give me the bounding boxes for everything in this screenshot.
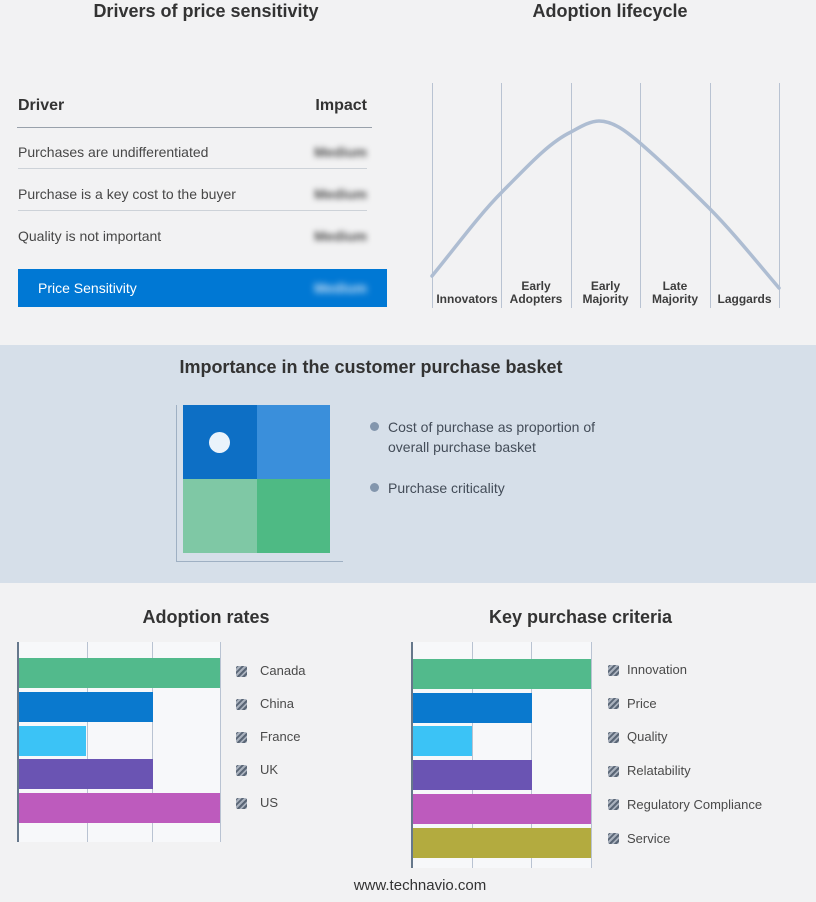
y-axis (17, 642, 19, 842)
lifecycle-title: Adoption lifecycle (532, 1, 688, 21)
lifecycle-label-late-majority: Late Majority (651, 279, 699, 306)
bar-price (413, 692, 532, 723)
legend-swatch-france (236, 731, 247, 743)
impact-column-header: Impact (315, 97, 367, 114)
segment-divider (501, 83, 502, 308)
quadrant-y-axis (176, 405, 177, 562)
legend-swatch-china (236, 698, 247, 710)
legend-label-canada: Canada (260, 663, 306, 678)
lifecycle-label-early-majority: Early Majority (582, 279, 629, 306)
legend-label-service: Service (627, 830, 671, 846)
quadrant-bottom-left (183, 479, 257, 553)
segment-divider (779, 83, 780, 308)
driver-row-purchases-are-undifferentiated: Purchases are undifferentiated Medium (18, 127, 367, 169)
price-sensitivity-highlight-row: Price Sensitivity Medium (18, 269, 387, 307)
bar-service (413, 827, 591, 858)
segment-divider (640, 83, 641, 308)
x-gridline (220, 642, 221, 842)
segment-divider (432, 83, 433, 308)
legend-label-quality: Quality (627, 729, 668, 745)
legend-swatch-service (608, 833, 619, 844)
price-sensitivity-impact-value: Medium (314, 280, 367, 296)
legend-swatch-relatability (608, 765, 619, 777)
bar-regulatory-compliance (413, 793, 591, 824)
bullet-icon (370, 422, 379, 431)
bar-us (19, 793, 220, 824)
segment-divider (710, 83, 711, 308)
bar-france (19, 725, 86, 756)
legend-swatch-innovation (608, 664, 619, 676)
driver-cell: Purchases are undifferentiated (18, 143, 209, 160)
drivers-table-header: Driver Impact (18, 97, 367, 115)
bullet-text: Purchase criticality (388, 480, 505, 496)
table-header-rule (17, 127, 372, 128)
quadrant-top-right (256, 405, 330, 479)
bar-uk (19, 759, 153, 790)
legend-label-regulatory-compliance: Regulatory Compliance (627, 796, 763, 812)
x-gridline (531, 642, 532, 868)
x-gridline (87, 642, 88, 842)
basket-bullet-item: Cost of purchase as proportion of overal… (370, 417, 638, 457)
bar-relatability (413, 760, 532, 791)
driver-cell: Quality is not important (18, 228, 162, 244)
legend-label-us: US (260, 795, 279, 810)
driver-row-quality-is-not-important: Quality is not important Medium (18, 211, 367, 253)
bar-quality (413, 726, 472, 757)
legend-label-price: Price (627, 695, 657, 711)
impact-cell: Medium (314, 185, 367, 202)
x-gridline (472, 642, 473, 868)
driver-column-header: Driver (18, 97, 65, 114)
legend-swatch-quality (608, 731, 619, 743)
legend-label-uk: UK (260, 762, 279, 777)
legend-label-innovation: Innovation (627, 662, 687, 677)
legend-label-france: France (260, 729, 301, 744)
purchase-basket-band: Importance in the customer purchase bask… (0, 345, 816, 583)
adoption-lifecycle-chart: Innovators Early Adopters Early Majority La… (408, 83, 816, 308)
key-purchase-criteria-title: Key purchase criteria (488, 607, 673, 627)
quadrant-matrix (183, 405, 330, 553)
legend-swatch-price (608, 698, 619, 710)
lifecycle-label-innovators: Innovators (436, 292, 498, 306)
segment-divider (571, 83, 572, 308)
impact-cell: Medium (314, 228, 367, 244)
legend-label-relatability: Relatability (627, 763, 691, 779)
bell-curve (430, 119, 781, 290)
drivers-table-title: Drivers of price sensitivity (93, 1, 319, 21)
legend-label-china: China (260, 696, 294, 711)
quadrant-bottom-right (256, 479, 330, 553)
x-gridline (152, 642, 153, 842)
driver-row-purchase-is-a-key-cost-to-the-buyer: Purchase is a key cost to the buyer Mediu… (18, 169, 367, 211)
quadrant-x-axis (176, 561, 343, 562)
adoption-rates-title: Adoption rates (142, 607, 270, 627)
impact-cell: Medium (314, 143, 367, 160)
price-sensitivity-label: Price Sensitivity (38, 280, 137, 296)
website-url: www.technavio.com (353, 877, 487, 894)
basket-title: Importance in the customer purchase bask… (179, 357, 563, 377)
bullet-icon (370, 483, 379, 492)
bar-canada (19, 658, 220, 688)
legend-swatch-uk (236, 764, 247, 776)
lifecycle-label-laggards: Laggards (717, 292, 772, 306)
bullet-text: Cost of purchase as proportion of overal… (388, 419, 596, 455)
bar-innovation (413, 659, 591, 689)
driver-cell: Purchase is a key cost to the buyer (18, 185, 236, 202)
lifecycle-label-early-adopters: Early Adopters (509, 279, 563, 306)
legend-swatch-canada (236, 665, 247, 677)
position-marker-dot (209, 432, 230, 453)
x-gridline (591, 642, 592, 868)
y-axis (411, 642, 413, 868)
basket-bullet-item: Purchase criticality (370, 478, 638, 498)
legend-swatch-regulatory-compliance (608, 799, 619, 811)
bar-china (19, 691, 153, 722)
legend-swatch-us (236, 797, 247, 809)
